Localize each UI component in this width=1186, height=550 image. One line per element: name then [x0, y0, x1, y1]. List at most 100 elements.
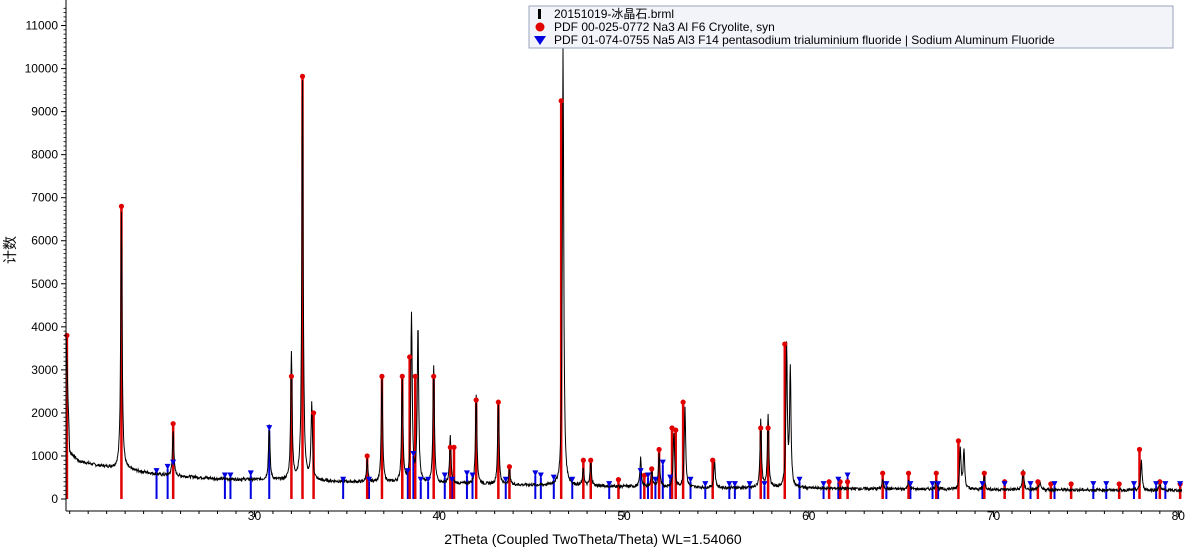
- axes: 0 1000 2000 3000 4000 5000 6000 7000 8000 9000 100…: [25, 0, 1186, 523]
- marker-na5al3f14: [935, 481, 942, 488]
- x-tick-label: 40: [433, 509, 447, 523]
- marker-cryolite: [1068, 481, 1074, 487]
- marker-na5al3f14: [569, 476, 576, 483]
- marker-na5al3f14: [1027, 481, 1034, 488]
- legend-swatch-cryolite: [535, 22, 545, 32]
- marker-na5al3f14: [340, 476, 347, 483]
- marker-cryolite: [447, 444, 453, 450]
- legend-box: [528, 5, 1174, 49]
- marker-cryolite: [782, 341, 788, 347]
- marker-na5al3f14: [606, 481, 613, 488]
- marker-cryolite: [170, 421, 176, 427]
- legend-swatch-na5al3f14: [534, 36, 546, 45]
- marker-cryolite: [710, 457, 716, 463]
- cryolite-peak-markers: [64, 73, 1183, 487]
- marker-na5al3f14: [667, 474, 674, 481]
- marker-na5al3f14: [1162, 481, 1169, 488]
- y-tick-label: 9000: [31, 105, 58, 119]
- marker-na5al3f14: [883, 481, 890, 488]
- marker-cryolite: [399, 373, 405, 379]
- marker-cryolite: [955, 438, 962, 444]
- marker-cryolite: [288, 373, 295, 379]
- marker-cryolite: [407, 354, 413, 360]
- marker-cryolite: [118, 203, 125, 209]
- y-tick-label: 6000: [31, 234, 58, 248]
- y-axis-title: 计数: [2, 236, 18, 264]
- marker-na5al3f14: [410, 450, 417, 457]
- marker-cryolite: [451, 444, 457, 450]
- marker-cryolite: [1048, 481, 1054, 487]
- marker-cryolite: [495, 399, 501, 405]
- marker-cryolite: [431, 373, 437, 379]
- marker-cryolite: [473, 397, 479, 403]
- marker-na5al3f14: [844, 472, 851, 479]
- marker-cryolite: [580, 457, 586, 463]
- legend-swatch-measured: [538, 9, 541, 19]
- marker-na5al3f14: [502, 476, 509, 483]
- marker-na5al3f14: [907, 481, 914, 488]
- legend-label: PDF 01-074-0755 Na5 Al3 F14 pentasodium …: [554, 33, 1055, 47]
- marker-cryolite: [981, 470, 987, 476]
- marker-na5al3f14: [1153, 481, 1160, 488]
- x-tick-label: 60: [802, 509, 816, 523]
- marker-na5al3f14: [550, 474, 557, 481]
- marker-na5al3f14: [537, 472, 544, 479]
- marker-na5al3f14: [1130, 481, 1137, 488]
- y-tick-label: 3000: [31, 363, 58, 377]
- marker-na5al3f14: [731, 481, 738, 488]
- y-tick-label: 8000: [31, 148, 58, 162]
- marker-na5al3f14: [637, 468, 644, 475]
- x-tick-label: 30: [248, 509, 262, 523]
- marker-cryolite: [1035, 479, 1041, 485]
- marker-na5al3f14: [449, 476, 456, 483]
- plot-area: [64, 48, 1184, 499]
- marker-na5al3f14: [469, 472, 476, 479]
- marker-cryolite: [649, 466, 655, 472]
- marker-na5al3f14: [532, 470, 539, 477]
- marker-na5al3f14: [652, 476, 659, 483]
- legend-label: 20151019-冰晶石.brml: [554, 7, 674, 21]
- marker-na5al3f14: [417, 476, 424, 483]
- marker-na5al3f14: [1177, 481, 1184, 488]
- y-tick-label: 11000: [26, 19, 59, 33]
- marker-na5al3f14: [221, 472, 228, 479]
- marker-na5al3f14: [266, 425, 273, 432]
- x-tick-label: 80: [1172, 509, 1186, 523]
- marker-cryolite: [758, 425, 764, 431]
- marker-cryolite: [880, 470, 886, 476]
- marker-na5al3f14: [645, 472, 652, 479]
- marker-na5al3f14: [1001, 481, 1008, 488]
- marker-na5al3f14: [929, 481, 936, 488]
- marker-cryolite: [933, 470, 939, 476]
- marker-cryolite: [826, 479, 832, 485]
- marker-cryolite: [765, 425, 771, 431]
- marker-cryolite: [1116, 481, 1122, 487]
- marker-na5al3f14: [1051, 481, 1058, 488]
- marker-cryolite: [310, 410, 317, 416]
- marker-cryolite: [641, 472, 647, 478]
- y-tick-label: 4000: [31, 320, 58, 334]
- marker-cryolite: [844, 479, 851, 485]
- marker-cryolite: [588, 457, 594, 463]
- marker-na5al3f14: [687, 476, 694, 483]
- marker-na5al3f14: [425, 476, 432, 483]
- marker-cryolite: [364, 453, 370, 459]
- marker-na5al3f14: [170, 459, 177, 466]
- y-tick-label: 10000: [25, 62, 59, 76]
- marker-cryolite: [558, 98, 564, 104]
- marker-na5al3f14: [761, 481, 768, 488]
- y-tick-label: 5000: [31, 277, 58, 291]
- marker-na5al3f14: [153, 468, 160, 475]
- y-tick-label: 0: [51, 492, 58, 506]
- marker-na5al3f14: [164, 463, 171, 470]
- marker-cryolite: [673, 427, 679, 433]
- y-tick-label: 2000: [31, 406, 58, 420]
- marker-cryolite: [905, 470, 912, 476]
- y-tick-label: 7000: [31, 191, 58, 205]
- marker-cryolite: [1020, 470, 1026, 476]
- y-tick-label: 1000: [31, 449, 58, 463]
- legend-label: PDF 00-025-0772 Na3 Al F6 Cryolite, syn: [554, 20, 775, 34]
- marker-na5al3f14: [1090, 481, 1097, 488]
- marker-cryolite: [412, 373, 418, 379]
